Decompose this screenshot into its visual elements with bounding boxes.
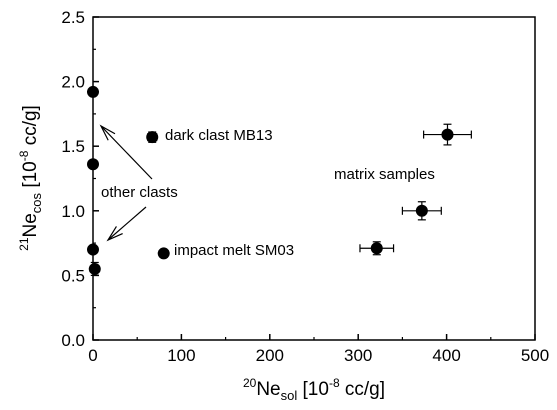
data-marker: [415, 204, 428, 217]
data-marker: [146, 131, 159, 144]
y-axis-title: 21Necos [10-8 cc/g]: [17, 105, 44, 251]
data-point: [146, 131, 159, 144]
data-point: [359, 241, 395, 256]
data-marker: [370, 242, 383, 255]
y-tick-label: 0.5: [61, 266, 85, 285]
y-tick-label: 1.5: [61, 137, 85, 156]
arrow-head: [106, 226, 123, 242]
arrow-head: [99, 124, 116, 141]
data-point: [157, 247, 170, 260]
arrow-shaft: [107, 206, 147, 241]
data-point: [401, 201, 442, 221]
y-tick-label: 2.5: [61, 8, 85, 27]
data-point: [88, 261, 101, 276]
data-marker: [88, 262, 101, 275]
data-marker: [441, 128, 454, 141]
x-tick-label: 400: [432, 346, 460, 365]
annotation-arrow: [99, 124, 153, 180]
x-tick-label: 0: [88, 346, 97, 365]
arrow-shaft: [100, 125, 153, 180]
data-point: [423, 123, 472, 146]
x-tick-label: 500: [521, 346, 549, 365]
annotation-dark-clast: dark clast MB13: [165, 127, 273, 144]
y-tick-label: 2.0: [61, 73, 85, 92]
plot-frame: [92, 16, 536, 341]
annotation-other-clasts: other clasts: [101, 184, 178, 201]
x-tick-label: 100: [167, 346, 195, 365]
annotation-matrix-samples: matrix samples: [334, 166, 435, 183]
data-marker: [157, 247, 170, 260]
annotation-impact-melt: impact melt SM03: [174, 242, 294, 259]
annotation-arrow: [106, 206, 147, 242]
y-tick-label: 1.0: [61, 202, 85, 221]
x-tick-label: 200: [256, 346, 284, 365]
x-tick-label: 300: [344, 346, 372, 365]
x-axis-title: 20Nesol [10-8 cc/g]: [243, 376, 385, 403]
y-tick-label: 0.0: [61, 331, 85, 350]
